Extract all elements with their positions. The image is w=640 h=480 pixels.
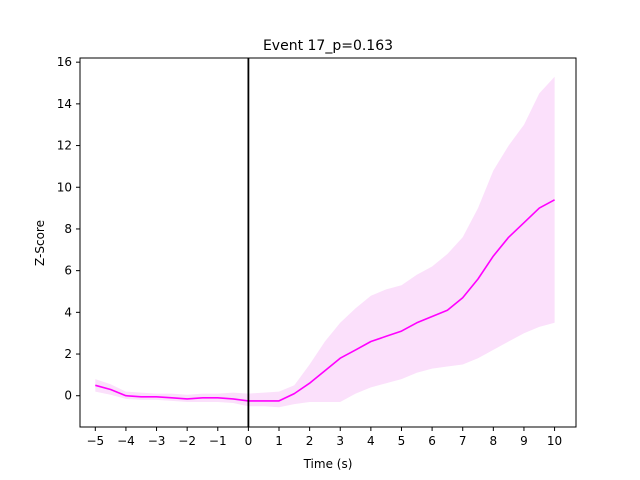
x-tick-label: 5 xyxy=(398,434,406,448)
x-tick-label: −4 xyxy=(117,434,135,448)
y-tick-label: 12 xyxy=(57,139,72,153)
x-tick-label: 3 xyxy=(336,434,344,448)
x-tick-label: −5 xyxy=(86,434,104,448)
x-tick-label: 6 xyxy=(428,434,436,448)
y-tick-label: 6 xyxy=(64,264,72,278)
x-axis-label: Time (s) xyxy=(303,457,353,471)
y-tick-label: 2 xyxy=(64,347,72,361)
axes-frame xyxy=(79,57,577,428)
x-tick-label: 4 xyxy=(367,434,375,448)
x-tick-label: 2 xyxy=(306,434,314,448)
x-tick-label: 1 xyxy=(275,434,283,448)
y-tick-label: 4 xyxy=(64,305,72,319)
y-tick-label: 14 xyxy=(57,97,72,111)
error-band-0 xyxy=(95,76,555,408)
chart-title: Event 17_p=0.163 xyxy=(263,38,393,54)
x-tick-label: 0 xyxy=(245,434,253,448)
y-axis-label: Z-Score xyxy=(33,220,47,266)
y-tick-label: 8 xyxy=(64,222,72,236)
y-tick-label: 16 xyxy=(57,55,72,69)
y-tick-label: 10 xyxy=(57,180,72,194)
y-tick-label: 0 xyxy=(64,389,72,403)
mean-line-0 xyxy=(95,199,555,402)
x-tick-label: −3 xyxy=(148,434,166,448)
x-tick-label: −2 xyxy=(178,434,196,448)
x-tick-label: 9 xyxy=(520,434,528,448)
x-tick-label: −1 xyxy=(209,434,227,448)
x-tick-label: 7 xyxy=(459,434,467,448)
x-tick-label: 10 xyxy=(547,434,562,448)
x-tick-label: 8 xyxy=(490,434,498,448)
